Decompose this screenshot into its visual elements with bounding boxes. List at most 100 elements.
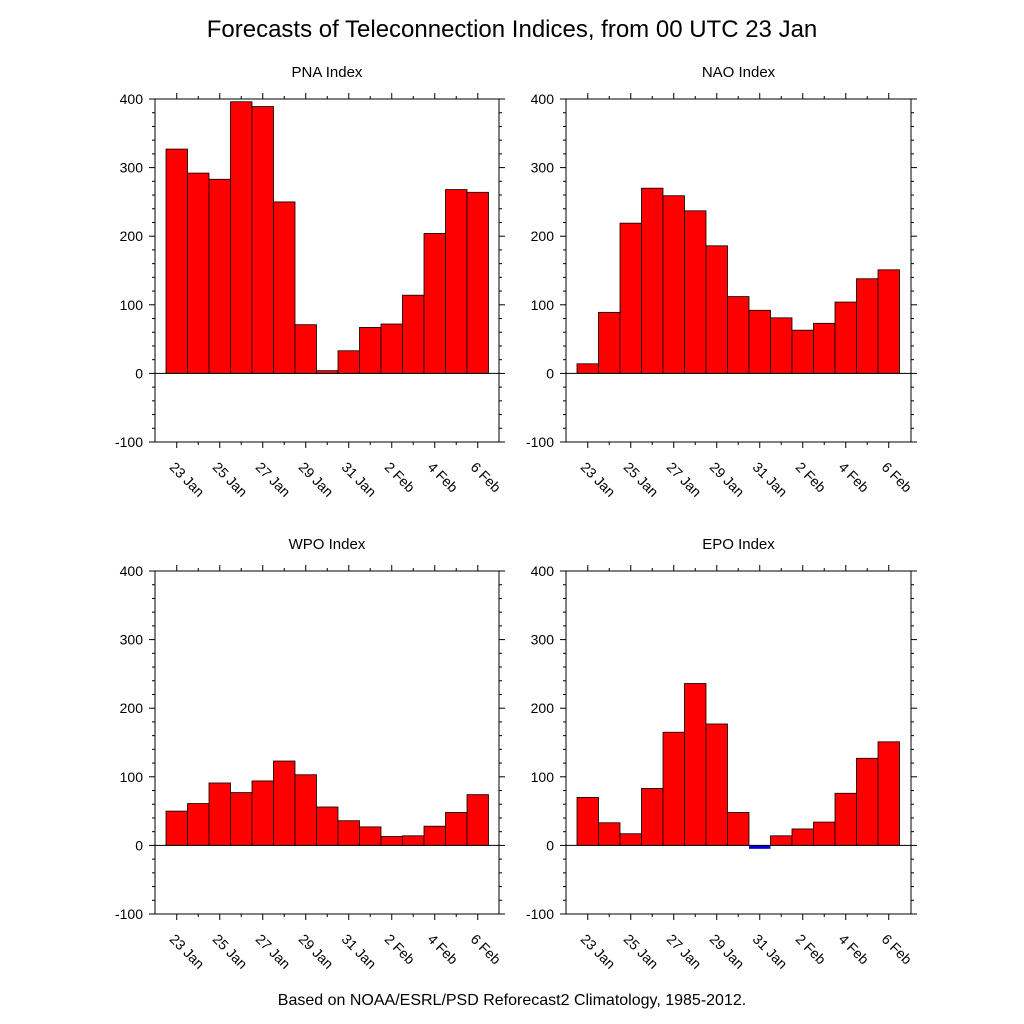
- bar: [445, 189, 468, 374]
- y-tick-label: 200: [120, 228, 144, 244]
- bar: [748, 309, 771, 374]
- bar: [749, 845, 771, 849]
- bar: [165, 810, 188, 846]
- y-tick-label: -100: [526, 434, 554, 450]
- bar: [727, 296, 750, 374]
- x-tick-label: 25 Jan: [621, 459, 662, 500]
- x-tick-label: 29 Jan: [707, 931, 748, 972]
- chart-panel-wpo: WPO Index -100 0 100 200 300 400 23 Jan 25 Jan 27…: [115, 536, 505, 972]
- bar: [208, 782, 231, 846]
- x-tick-label: 23 Jan: [167, 931, 208, 972]
- bar: [662, 731, 685, 846]
- footer-note: Based on NOAA/ESRL/PSD Reforecast2 Clima…: [277, 992, 747, 1009]
- x-tick-label: 2 Feb: [382, 931, 419, 968]
- x-tick-label: 29 Jan: [707, 459, 748, 500]
- bar: [813, 322, 836, 374]
- plot-frame: [565, 570, 912, 915]
- bar: [251, 780, 274, 846]
- chart-title: WPO Index: [289, 536, 366, 553]
- y-tick-label: 300: [120, 160, 144, 176]
- x-tick-label: 31 Jan: [750, 931, 791, 972]
- x-tick-label: 23 Jan: [578, 459, 619, 500]
- y-tick-label: -100: [526, 906, 554, 922]
- bar: [273, 760, 296, 846]
- y-tick-label: -100: [115, 906, 143, 922]
- bar: [359, 826, 382, 846]
- bar: [423, 825, 446, 846]
- x-tick-label: 27 Jan: [664, 459, 705, 500]
- bar: [727, 812, 750, 846]
- y-tick-label: 0: [135, 365, 143, 381]
- plot-frame: [565, 98, 912, 443]
- bar: [423, 233, 446, 374]
- y-tick-label: 200: [531, 228, 555, 244]
- x-tick-label: 23 Jan: [167, 459, 208, 500]
- y-tick-label: 100: [120, 297, 144, 313]
- bar: [684, 683, 707, 846]
- y-tick-label: 300: [120, 632, 144, 648]
- x-tick-label: 2 Feb: [382, 459, 419, 496]
- chart-panel-nao: NAO Index -100 0 100 200 300 400 23 Jan 25 Jan 27…: [526, 64, 917, 500]
- chart-title: PNA Index: [292, 64, 363, 81]
- x-tick-label: 27 Jan: [253, 459, 294, 500]
- bar: [359, 327, 382, 374]
- y-tick-label: 300: [531, 160, 555, 176]
- bar: [770, 317, 793, 374]
- bar: [619, 833, 642, 846]
- x-tick-label: 6 Feb: [879, 931, 916, 968]
- x-tick-label: 25 Jan: [621, 931, 662, 972]
- bar: [337, 350, 360, 374]
- x-tick-label: 4 Feb: [836, 931, 873, 968]
- y-tick-label: 300: [531, 632, 555, 648]
- bar: [466, 794, 489, 846]
- bar: [705, 245, 728, 374]
- x-tick-label: 2 Feb: [793, 931, 830, 968]
- bar: [208, 178, 231, 374]
- page-title: Forecasts of Teleconnection Indices, fro…: [206, 16, 818, 43]
- bar: [230, 101, 253, 374]
- bar: [813, 821, 836, 846]
- x-tick-label: 6 Feb: [468, 931, 505, 968]
- bar: [165, 148, 188, 374]
- x-tick-label: 27 Jan: [664, 931, 705, 972]
- bar: [641, 788, 664, 846]
- x-tick-label: 31 Jan: [339, 931, 380, 972]
- y-tick-label: -100: [115, 434, 143, 450]
- bar: [187, 803, 210, 846]
- chart-title: NAO Index: [702, 64, 776, 81]
- bar: [316, 806, 339, 846]
- x-tick-label: 31 Jan: [750, 459, 791, 500]
- x-tick-label: 29 Jan: [296, 931, 337, 972]
- y-tick-label: 100: [120, 769, 144, 785]
- y-tick-label: 200: [531, 700, 555, 716]
- bar: [576, 363, 599, 374]
- bar: [598, 822, 621, 846]
- x-tick-label: 2 Feb: [793, 459, 830, 496]
- bar: [791, 329, 814, 374]
- y-tick-label: 0: [135, 837, 143, 853]
- bar: [791, 828, 814, 846]
- bar: [251, 106, 274, 374]
- x-tick-label: 29 Jan: [296, 459, 337, 500]
- bar: [402, 294, 425, 374]
- bar: [380, 836, 403, 846]
- y-tick-label: 100: [531, 769, 555, 785]
- x-tick-label: 25 Jan: [210, 931, 251, 972]
- bar: [445, 812, 468, 846]
- bar: [834, 301, 857, 374]
- bar: [598, 311, 621, 374]
- y-tick-label: 400: [120, 563, 144, 579]
- x-tick-label: 6 Feb: [468, 459, 505, 496]
- x-tick-label: 4 Feb: [425, 931, 462, 968]
- bar: [294, 324, 317, 374]
- bar: [662, 195, 685, 374]
- x-tick-label: 23 Jan: [578, 931, 619, 972]
- bar: [337, 820, 360, 846]
- y-tick-label: 200: [120, 700, 144, 716]
- bar: [619, 222, 642, 374]
- bar: [877, 269, 900, 374]
- chart-panel-pna: PNA Index -100 0 100 200 300 400 23 Jan 25 Jan 27…: [115, 64, 505, 500]
- x-tick-label: 4 Feb: [836, 459, 873, 496]
- y-tick-label: 400: [531, 563, 555, 579]
